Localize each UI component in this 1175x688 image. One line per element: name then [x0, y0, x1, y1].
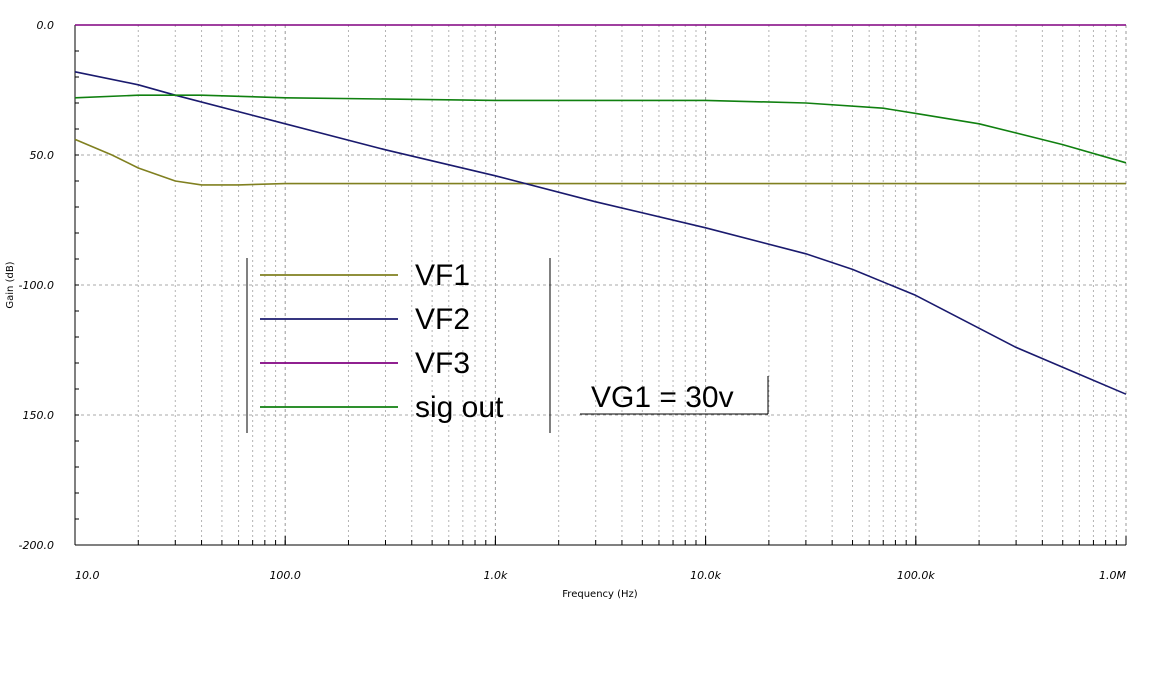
x-tick-label: 1.0k — [483, 569, 507, 582]
x-tick-label: 10.0k — [690, 569, 721, 582]
y-tick-label: 150.0 — [23, 409, 55, 422]
x-tick-label: 100.0k — [897, 569, 935, 582]
y-tick-label: 50.0 — [30, 149, 55, 162]
x-tick-label: 10.0 — [75, 569, 100, 582]
y-tick-label: -100.0 — [19, 279, 54, 292]
legend-label-sig-out: sig out — [415, 391, 504, 424]
x-tick-label: 1.0M — [1099, 569, 1126, 582]
annotation-vg1: VG1 = 30v — [591, 381, 734, 414]
series-line-sig-out — [74, 94, 1127, 164]
y-tick-label: -200.0 — [19, 539, 54, 552]
y-axis-title: Gain (dB) — [5, 261, 16, 308]
annotation-box: VG1 = 30v — [580, 376, 769, 415]
ticks-layer: 10.0 100.0 1.0k 10.0k 100.0k 1.0M 0.0 50.0 -100.… — [19, 19, 1127, 582]
legend-label-vf2: VF2 — [415, 303, 470, 336]
legend-label-vf3: VF3 — [415, 347, 470, 380]
series-layer — [74, 24, 1127, 395]
legend-label-vf1: VF1 — [415, 259, 470, 292]
grid-layer — [74, 24, 1127, 546]
x-axis-title: Frequency (Hz) — [562, 589, 638, 600]
series-line-vf2 — [74, 71, 1127, 395]
legend: VF1 VF2 VF3 sig out — [246, 258, 551, 433]
series-line-vf1 — [74, 138, 1126, 186]
legend-items: VF1 VF2 VF3 sig out — [260, 259, 504, 424]
x-tick-label: 100.0 — [269, 569, 301, 582]
y-tick-label: 0.0 — [37, 19, 55, 32]
